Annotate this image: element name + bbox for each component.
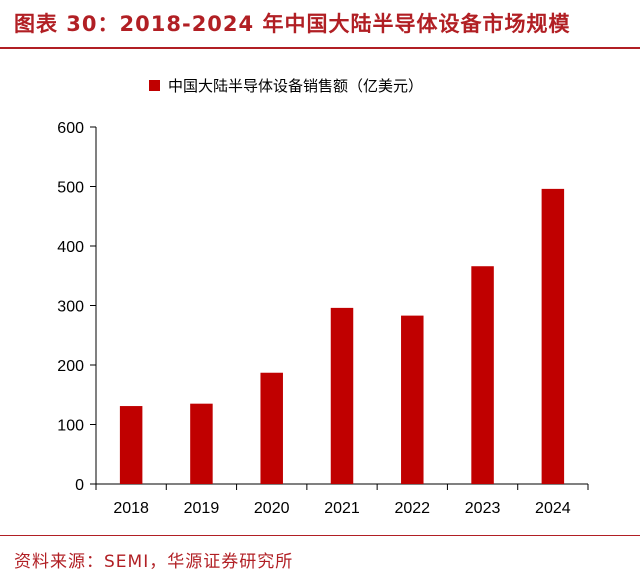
y-tick-label: 500 xyxy=(57,180,84,197)
y-tick-label: 200 xyxy=(57,358,84,375)
x-tick-label: 2024 xyxy=(535,500,571,517)
y-tick-label: 300 xyxy=(57,299,84,316)
bar-2024 xyxy=(541,188,565,484)
bar-2023 xyxy=(471,266,494,484)
bar-2021 xyxy=(330,307,354,484)
y-tick-label: 600 xyxy=(57,120,84,137)
bar-chart: 中国大陆半导体设备销售额（亿美元） 0 100 200 300 400 500 600 20… xyxy=(57,77,589,517)
bars xyxy=(119,188,565,484)
bar-2019 xyxy=(190,403,213,484)
x-tick-label: 2018 xyxy=(113,500,149,517)
y-tick-label: 0 xyxy=(75,477,84,494)
legend-label: 中国大陆半导体设备销售额（亿美元） xyxy=(168,77,423,95)
source-note: 资料来源：SEMI，华源证券研究所 xyxy=(14,552,294,572)
x-axis: 2018 2019 2020 2021 2022 2023 2024 xyxy=(95,483,589,517)
bar-2018 xyxy=(119,406,143,484)
y-tick-label: 400 xyxy=(57,239,84,256)
chart-legend: 中国大陆半导体设备销售额（亿美元） xyxy=(149,77,423,95)
x-tick-label: 2019 xyxy=(184,500,220,517)
source-divider xyxy=(0,535,640,536)
page-title: 图表 30：2018-2024 年中国大陆半导体设备市场规模 xyxy=(14,12,571,36)
y-tick-label: 100 xyxy=(57,418,84,435)
x-tick-label: 2021 xyxy=(324,500,360,517)
x-tick-label: 2022 xyxy=(394,500,430,517)
title-divider xyxy=(0,47,640,49)
x-tick-label: 2020 xyxy=(254,500,290,517)
bar-2020 xyxy=(260,372,283,484)
y-axis: 0 100 200 300 400 500 600 xyxy=(57,120,97,494)
x-tick-label: 2023 xyxy=(465,500,501,517)
legend-swatch xyxy=(149,80,160,91)
bar-2022 xyxy=(401,315,424,484)
